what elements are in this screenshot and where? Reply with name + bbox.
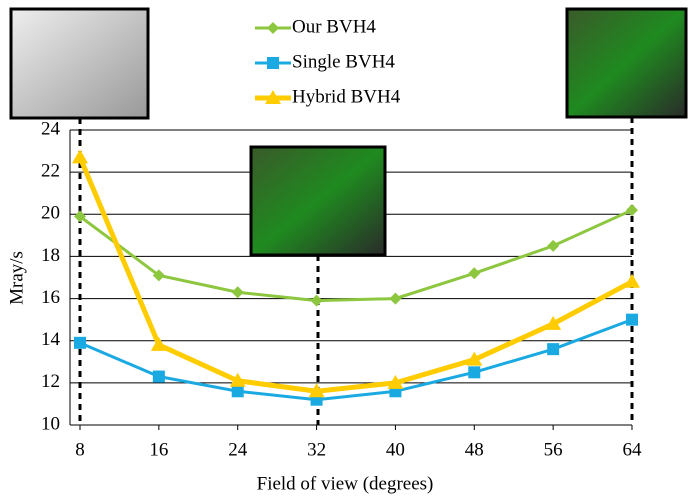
marker	[265, 90, 281, 104]
x-tick-label: 48	[465, 439, 484, 460]
x-tick-label: 8	[75, 439, 85, 460]
y-tick-label: 10	[41, 413, 60, 434]
x-axis-label: Field of view (degrees)	[257, 473, 434, 494]
marker	[468, 366, 481, 379]
y-tick-label: 14	[41, 329, 61, 350]
marker	[267, 57, 279, 69]
thumbnail	[249, 145, 387, 257]
marker	[547, 239, 560, 252]
marker	[468, 267, 481, 280]
marker	[466, 351, 483, 366]
thumbnail	[9, 7, 150, 120]
x-tick-label: 32	[307, 439, 326, 460]
marker	[150, 336, 167, 351]
x-tick-label: 16	[149, 439, 168, 460]
x-tick-label: 56	[544, 439, 563, 460]
series-line	[77, 156, 634, 394]
legend-label: Single BVH4	[292, 51, 395, 72]
marker	[152, 269, 165, 282]
y-tick-label: 12	[41, 371, 60, 392]
marker	[229, 372, 246, 387]
marker	[545, 315, 562, 330]
series-line	[79, 208, 633, 303]
y-tick-label: 22	[41, 161, 60, 182]
marker	[626, 204, 638, 217]
marker	[74, 336, 86, 349]
marker	[389, 292, 402, 305]
guides	[78, 117, 634, 425]
marker	[72, 149, 88, 164]
marker	[231, 286, 244, 299]
series-line	[79, 318, 633, 402]
marker	[547, 343, 560, 356]
x-tick-label: 24	[228, 439, 248, 460]
y-tick-label: 24	[41, 118, 61, 139]
y-tick-label: 16	[41, 287, 60, 308]
marker	[626, 313, 638, 326]
marker	[308, 383, 325, 398]
marker	[310, 294, 323, 307]
y-tick-label: 18	[41, 245, 60, 266]
marker	[74, 210, 86, 223]
y-axis-label: Mray/s	[6, 251, 27, 305]
thumbnail	[565, 7, 688, 119]
marker	[231, 385, 244, 398]
legend-label: Our BVH4	[292, 16, 376, 37]
marker	[152, 370, 165, 383]
marker	[624, 273, 640, 288]
marker	[387, 374, 404, 389]
x-tick-label: 64	[623, 439, 643, 460]
marker	[267, 22, 279, 34]
legend-label: Hybrid BVH4	[292, 86, 401, 107]
y-tick-label: 20	[41, 203, 60, 224]
x-tick-label: 40	[386, 439, 405, 460]
